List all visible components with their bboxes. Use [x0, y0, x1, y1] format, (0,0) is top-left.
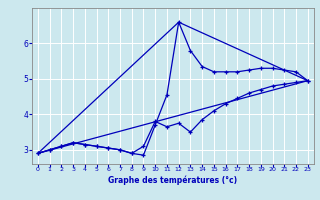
X-axis label: Graphe des températures (°c): Graphe des températures (°c) [108, 175, 237, 185]
